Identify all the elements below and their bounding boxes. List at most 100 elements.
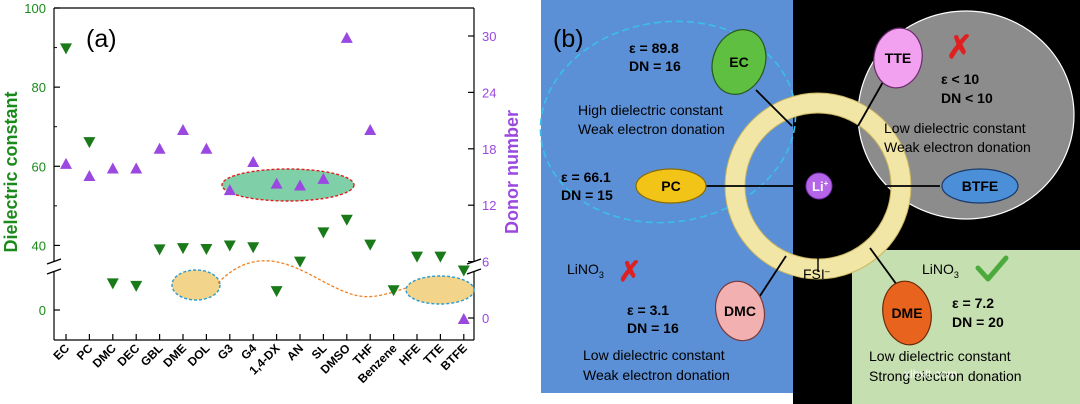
tte-desc-1: Low dielectric constant <box>884 120 1026 136</box>
dme-desc-1: Low dielectric constant <box>869 348 1011 364</box>
pc-label: PC <box>661 178 680 194</box>
dielectric-point <box>434 251 447 263</box>
dielectric-point <box>153 244 166 256</box>
pc-donor-number: DN = 15 <box>561 187 613 203</box>
dielectric-point <box>411 251 423 263</box>
x-tick-label: DMC <box>90 341 119 370</box>
watermark: xlbxlt.com <box>904 367 957 381</box>
pc-molecule <box>635 168 707 204</box>
donor-number-point <box>340 31 353 43</box>
donor-number-point <box>200 142 213 154</box>
tte-cross: ✗ <box>946 29 973 65</box>
fluorinated-yellow-oval <box>405 275 475 305</box>
donor-number-point <box>457 312 470 324</box>
right-tick-label: 12 <box>482 198 496 213</box>
dielectric-point <box>106 278 119 290</box>
donor-number-series <box>60 31 470 324</box>
donor-number-point <box>270 177 283 189</box>
ec-donor-number: DN = 16 <box>629 58 681 74</box>
left-tick-label: 80 <box>32 80 46 95</box>
ethers-yellow-oval <box>171 269 221 301</box>
donor-number-point <box>317 172 330 184</box>
dme-label: DME <box>891 305 922 321</box>
dielectric-point <box>60 43 72 55</box>
btfe-molecule <box>941 168 1019 204</box>
x-tick-label: DOL <box>185 341 213 369</box>
dme-epsilon: ε = 7.2 <box>952 295 994 311</box>
tte-label: TTE <box>885 50 911 66</box>
tte-molecule <box>873 27 923 89</box>
dielectric-point <box>340 214 353 226</box>
left-axis-ticks: 100 80 60 40 0 <box>24 1 60 318</box>
x-tick-label: GBL <box>138 341 166 369</box>
dmc-molecule <box>714 280 766 342</box>
dmc-desc-2: Weak electron donation <box>583 367 730 383</box>
donor-number-point <box>223 184 236 196</box>
dme-desc-2: Strong electron donation <box>869 368 1022 384</box>
dielectric-point <box>83 137 96 149</box>
ethers-green-oval <box>221 168 355 202</box>
dielectric-point <box>223 240 236 252</box>
left-tick-label: 0 <box>39 303 46 318</box>
dielectric-point <box>294 256 306 268</box>
dielectric-series <box>60 43 470 298</box>
dmc-donor-number: DN = 16 <box>627 320 679 336</box>
x-tick-label: BTFE <box>438 341 470 373</box>
donor-number-point <box>294 179 306 191</box>
right-tick-label: 18 <box>482 142 496 157</box>
left-tick-label: 100 <box>24 1 46 16</box>
btfe-label: BTFE <box>962 178 999 194</box>
dielectric-point <box>317 227 330 239</box>
axis-break-left <box>46 258 62 275</box>
donor-number-point <box>106 162 119 174</box>
ec-epsilon: ε = 89.8 <box>629 40 679 56</box>
donor-number-point <box>153 142 166 154</box>
x-tick-label: AN <box>284 341 306 363</box>
tte-donor-number: DN < 10 <box>941 90 993 106</box>
left-tick-label: 60 <box>32 159 46 174</box>
donor-number-point <box>364 124 377 135</box>
dielectric-point <box>457 265 470 277</box>
right-tick-label: 0 <box>482 311 489 326</box>
dielectric-point <box>200 243 213 255</box>
donor-number-point <box>60 157 72 169</box>
panel-a-label: (a) <box>86 25 117 53</box>
dmc-epsilon: ε = 3.1 <box>627 302 669 318</box>
right-tick-label: 24 <box>482 85 496 100</box>
dme-molecule <box>882 280 932 346</box>
left-axis-title: Dielectric constant <box>1 91 21 252</box>
dielectric-point <box>364 239 377 251</box>
right-tick-label: 30 <box>482 29 496 44</box>
trend-curve <box>217 260 407 298</box>
x-tick-label: HFE <box>396 341 423 368</box>
x-tick-label: DEC <box>115 341 143 369</box>
panel-b: Li+ FSI– EC ε = 89.8 DN = 16 High dielec… <box>539 0 1080 404</box>
ec-desc-2: Weak electron donation <box>578 121 725 137</box>
dielectric-point <box>270 286 283 298</box>
panel-b-label: (b) <box>553 25 584 53</box>
dielectric-point <box>130 280 143 292</box>
x-tick-label: DME <box>160 341 189 370</box>
tte-desc-2: Weak electron donation <box>884 139 1031 155</box>
dmc-desc-1: Low dielectric constant <box>583 347 725 363</box>
right-axis-title: Donor number <box>502 110 522 234</box>
donor-number-point <box>83 170 96 182</box>
li-ion-label: Li+ <box>812 179 829 194</box>
dme-donor-number: DN = 20 <box>952 314 1004 330</box>
donor-number-point <box>130 162 143 174</box>
dielectric-point <box>177 243 189 255</box>
lino3-right-check <box>975 255 1009 282</box>
li-ion <box>805 172 833 200</box>
pc-epsilon: ε = 66.1 <box>561 169 611 185</box>
fsi-label: FSI– <box>803 266 830 282</box>
left-tick-label: 40 <box>32 238 46 253</box>
dielectric-point <box>247 242 260 254</box>
x-tick-label: EC <box>50 341 72 363</box>
lino3-left: LiNO3 <box>567 261 604 280</box>
ec-label: EC <box>729 54 748 70</box>
dmc-label: DMC <box>724 303 756 319</box>
x-tick-label: G3 <box>215 341 236 362</box>
